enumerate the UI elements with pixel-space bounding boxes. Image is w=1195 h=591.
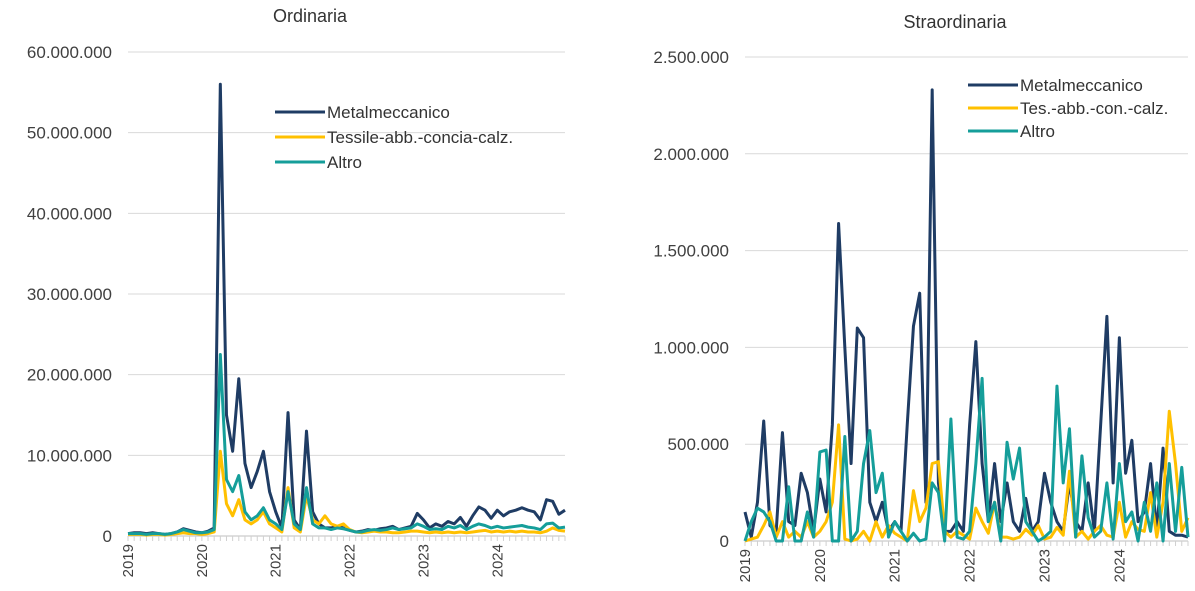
series-line xyxy=(128,449,566,537)
legend-label: Tessile-abb.-concia-calz. xyxy=(327,128,513,147)
series-line xyxy=(743,376,1190,543)
chart-title: Ordinaria xyxy=(273,6,348,26)
x-tick-label: 2019 xyxy=(737,549,754,582)
legend-label: Tes.-abb.-con.-calz. xyxy=(1020,99,1168,118)
y-tick-label: 0 xyxy=(103,527,112,546)
x-tick-label: 2023 xyxy=(415,544,432,577)
legend-label: Metalmeccanico xyxy=(1020,76,1143,95)
series-line xyxy=(127,82,566,536)
x-tick-label: 2024 xyxy=(489,544,506,577)
y-tick-label: 60.000.000 xyxy=(27,43,112,62)
y-tick-label: 500.000 xyxy=(668,435,729,454)
x-tick-label: 2023 xyxy=(1036,549,1053,582)
y-tick-label: 20.000.000 xyxy=(27,366,112,385)
x-tick-label: 2021 xyxy=(887,549,904,582)
chart-title: Straordinaria xyxy=(903,12,1007,32)
y-tick-label: 40.000.000 xyxy=(27,204,112,223)
x-tick-label: 2024 xyxy=(1111,549,1128,582)
legend-label: Metalmeccanico xyxy=(327,103,450,122)
y-tick-label: 1.000.000 xyxy=(653,338,729,357)
series-line xyxy=(128,353,566,536)
y-tick-label: 10.000.000 xyxy=(27,446,112,465)
series-line xyxy=(743,88,1189,539)
x-tick-label: 2019 xyxy=(120,544,137,577)
y-tick-label: 2.500.000 xyxy=(653,48,729,67)
legend-label: Altro xyxy=(327,153,362,172)
x-tick-label: 2021 xyxy=(268,544,285,577)
y-tick-label: 1.500.000 xyxy=(653,242,729,261)
x-tick-label: 2020 xyxy=(812,549,829,582)
y-tick-label: 2.000.000 xyxy=(653,145,729,164)
chart: Ordinaria 0 10.000.000 20.000.000 30.000.000… xyxy=(27,6,566,577)
y-tick-label: 0 xyxy=(720,532,729,551)
x-tick-label: 2020 xyxy=(194,544,211,577)
legend-label: Altro xyxy=(1020,122,1055,141)
y-tick-label: 50.000.000 xyxy=(27,124,112,143)
chart: Straordinaria 0 500.000 1.000.000 1.500.000 2… xyxy=(653,12,1190,582)
x-tick-label: 2022 xyxy=(342,544,359,577)
x-tick-label: 2022 xyxy=(962,549,979,582)
y-tick-label: 30.000.000 xyxy=(27,285,112,304)
